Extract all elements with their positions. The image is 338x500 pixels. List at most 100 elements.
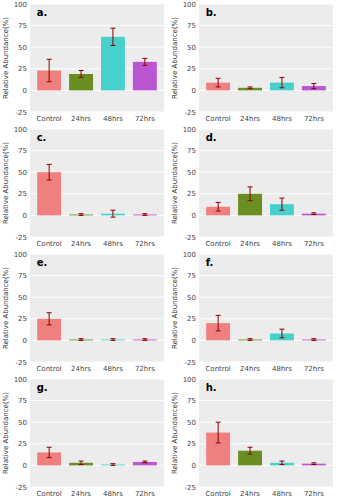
panel-label: b. <box>206 7 217 18</box>
grid-line <box>199 254 333 255</box>
y-tick-label: 50 <box>187 294 196 302</box>
grid-line <box>30 150 164 151</box>
x-tick-label: 24hrs <box>240 240 260 248</box>
grid-line <box>199 362 333 363</box>
plot-background <box>30 379 164 487</box>
y-tick-label: 75 <box>187 397 196 405</box>
bar <box>302 464 326 466</box>
grid-line <box>199 379 333 380</box>
error-bar <box>47 59 52 81</box>
panel-label: f. <box>206 257 214 268</box>
y-tick-label: -25 <box>185 359 196 367</box>
y-tick-label: 0 <box>192 462 196 470</box>
bar <box>302 214 326 216</box>
y-axis-label: Relative Abundance(%) <box>2 392 10 474</box>
error-bar <box>216 78 221 87</box>
x-tick-label: 48hrs <box>103 365 123 373</box>
marks <box>206 187 326 216</box>
x-tick-label: 72hrs <box>135 365 155 373</box>
bar <box>238 339 262 341</box>
y-tick-label: 100 <box>14 376 27 384</box>
bar <box>238 88 262 91</box>
grid-line <box>199 112 333 113</box>
error-bar <box>248 87 253 89</box>
error-bar <box>279 461 284 464</box>
grid-line <box>30 297 164 298</box>
x-tick-label: 24hrs <box>240 365 260 373</box>
y-tick-label: 75 <box>187 147 196 155</box>
marks <box>206 77 326 90</box>
x-tick-label: 72hrs <box>135 490 155 498</box>
grid-line <box>30 47 164 48</box>
error-bar <box>311 213 316 215</box>
plot-background <box>30 129 164 237</box>
grid-line <box>199 400 333 401</box>
x-tick-label: Control <box>36 365 61 373</box>
error-bar <box>110 464 115 466</box>
grid-line <box>30 275 164 276</box>
y-tick-label: 25 <box>187 440 196 448</box>
grid-line <box>30 129 164 130</box>
grid-line <box>199 68 333 69</box>
panel: -250255075100Relative Abundance(%)Contro… <box>171 126 333 249</box>
y-tick-label: 25 <box>18 190 27 198</box>
grid-line <box>30 379 164 380</box>
error-bar <box>311 339 316 341</box>
y-tick-label: 50 <box>187 169 196 177</box>
marks <box>37 447 157 465</box>
grid-line <box>30 4 164 5</box>
y-tick-label: -25 <box>16 484 27 492</box>
bar <box>133 62 157 91</box>
marks <box>206 422 326 465</box>
grid-line <box>30 25 164 26</box>
y-tick-label: 100 <box>14 251 27 259</box>
y-tick-label: -25 <box>185 109 196 117</box>
grid-line <box>30 487 164 488</box>
plot-background <box>199 254 333 362</box>
panel: -250255075100Relative Abundance(%)Contro… <box>171 251 333 374</box>
x-tick-label: Control <box>205 240 230 248</box>
marks <box>37 28 157 90</box>
error-bar <box>47 164 52 180</box>
grid-line <box>30 400 164 401</box>
panel: -250255075100Relative Abundance(%)Contro… <box>2 376 164 499</box>
y-tick-label: 100 <box>14 1 27 9</box>
x-tick-label: Control <box>205 115 230 123</box>
grid-line <box>30 422 164 423</box>
y-tick-label: 100 <box>183 126 196 134</box>
y-tick-label: 50 <box>18 169 27 177</box>
y-tick-label: 0 <box>23 87 27 95</box>
x-tick-label: Control <box>205 365 230 373</box>
marks <box>37 313 157 341</box>
error-bar <box>311 463 316 465</box>
figure: -25 0 25 50 75 100 Relative Abundance(%) Contro… <box>0 0 338 500</box>
panel: -250255075100Relative Abundance(%)Contro… <box>2 126 164 249</box>
grid-line <box>199 150 333 151</box>
error-bar <box>47 313 52 325</box>
grid-line <box>199 172 333 173</box>
error-bar <box>47 447 52 457</box>
y-tick-label: 50 <box>187 419 196 427</box>
y-tick-label: 50 <box>187 44 196 52</box>
y-tick-label: 75 <box>187 22 196 30</box>
x-tick-label: 72hrs <box>304 365 324 373</box>
x-tick-label: 48hrs <box>272 115 292 123</box>
x-tick-label: 72hrs <box>135 115 155 123</box>
y-tick-label: 75 <box>18 22 27 30</box>
y-tick-label: 100 <box>14 126 27 134</box>
y-tick-label: -25 <box>185 484 196 492</box>
y-tick-label: 0 <box>192 87 196 95</box>
error-bar <box>79 339 84 341</box>
error-bar <box>142 214 147 216</box>
error-bar <box>110 339 115 341</box>
y-tick-label: 75 <box>187 272 196 280</box>
panel-label: c. <box>37 132 47 143</box>
y-tick-label: 100 <box>183 251 196 259</box>
x-tick-label: Control <box>36 240 61 248</box>
x-tick-label: 72hrs <box>135 240 155 248</box>
x-tick-label: 48hrs <box>103 115 123 123</box>
x-tick-label: 24hrs <box>71 490 91 498</box>
error-bar <box>110 28 115 45</box>
error-bar <box>216 315 221 331</box>
error-bar <box>142 339 147 341</box>
